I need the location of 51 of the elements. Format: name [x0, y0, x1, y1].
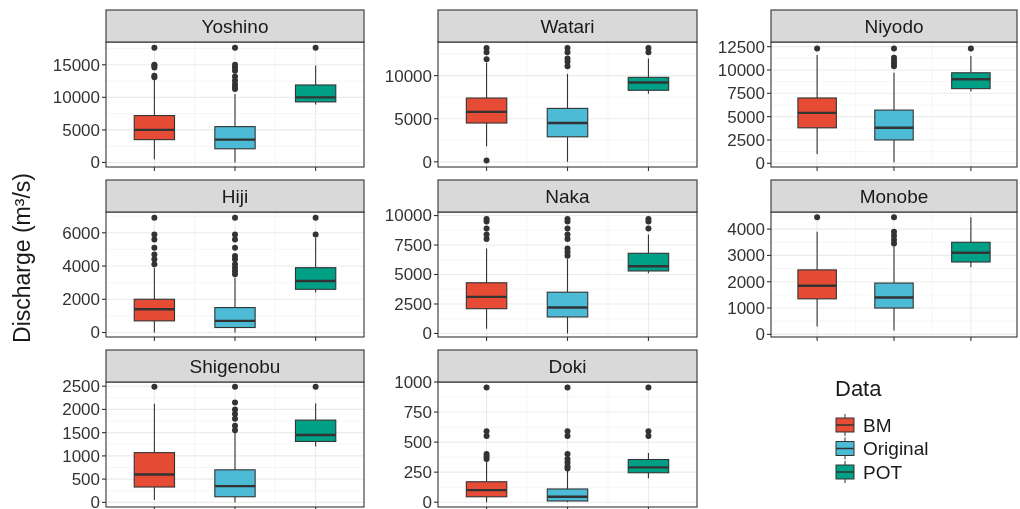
chart-title: Niyodo: [864, 15, 924, 37]
y-tick-label: 750: [403, 403, 432, 422]
y-tick-label: 1000: [727, 299, 765, 318]
chart-title: Hiji: [221, 185, 249, 207]
chart-title: Watari: [540, 15, 595, 37]
y-tick-label: 7500: [727, 84, 765, 104]
y-tick-label: 0: [422, 493, 432, 509]
y-tick-label: 0: [755, 325, 765, 345]
y-tick-label: 5000: [394, 265, 432, 285]
y-tick-label: 5000: [727, 107, 765, 127]
chart-title: Doki: [548, 355, 587, 377]
y-tick-label: 0: [90, 153, 100, 173]
y-tick-label: 2500: [62, 377, 100, 397]
y-tick-label: 2000: [62, 400, 100, 420]
y-tick-label: 10000: [52, 88, 100, 108]
chart-title: Monobe: [859, 185, 929, 207]
y-tick-label: 500: [403, 433, 432, 453]
y-tick-label: 3000: [727, 246, 765, 266]
y-tick-label: 0: [422, 152, 432, 172]
y-tick-label: 1000: [62, 446, 100, 466]
legend-label: Original: [863, 438, 929, 460]
y-tick-label: 6000: [62, 223, 100, 243]
y-tick-label: 1500: [62, 423, 100, 443]
y-tick-label: 10000: [717, 60, 765, 80]
y-tick-label: 10000: [384, 206, 432, 226]
legend-label: POT: [863, 461, 903, 483]
chart-title: Yoshino: [201, 15, 269, 37]
y-tick-label: 10000: [384, 66, 432, 86]
y-tick-label: 250: [403, 463, 432, 483]
legend-label: BM: [863, 414, 892, 436]
y-tick-label: 0: [755, 154, 765, 174]
y-tick-label: 5000: [62, 120, 100, 140]
y-tick-label: 15000: [52, 55, 100, 75]
y-tick-label: 2500: [394, 294, 432, 314]
y-tick-label: 4000: [727, 220, 765, 240]
y-tick-label: 0: [90, 493, 100, 509]
y-tick-label: 1000: [394, 372, 432, 392]
y-tick-label: 7500: [394, 235, 432, 255]
y-tick-label: 0: [422, 324, 432, 344]
y-tick-label: 5000: [394, 109, 432, 129]
chart-title: Naka: [545, 185, 591, 207]
y-axis-title: Discharge (m³/s): [9, 173, 35, 343]
y-tick-label: 500: [71, 470, 100, 490]
y-tick-label: 2000: [727, 272, 765, 292]
y-tick-label: 0: [90, 323, 100, 343]
chart-title: Shigenobu: [189, 355, 281, 377]
y-tick-label: 2500: [727, 130, 765, 150]
y-tick-label: 12500: [717, 37, 765, 57]
legend-title: Data: [835, 375, 883, 401]
y-tick-label: 2000: [62, 290, 100, 310]
y-tick-label: 4000: [62, 256, 100, 276]
